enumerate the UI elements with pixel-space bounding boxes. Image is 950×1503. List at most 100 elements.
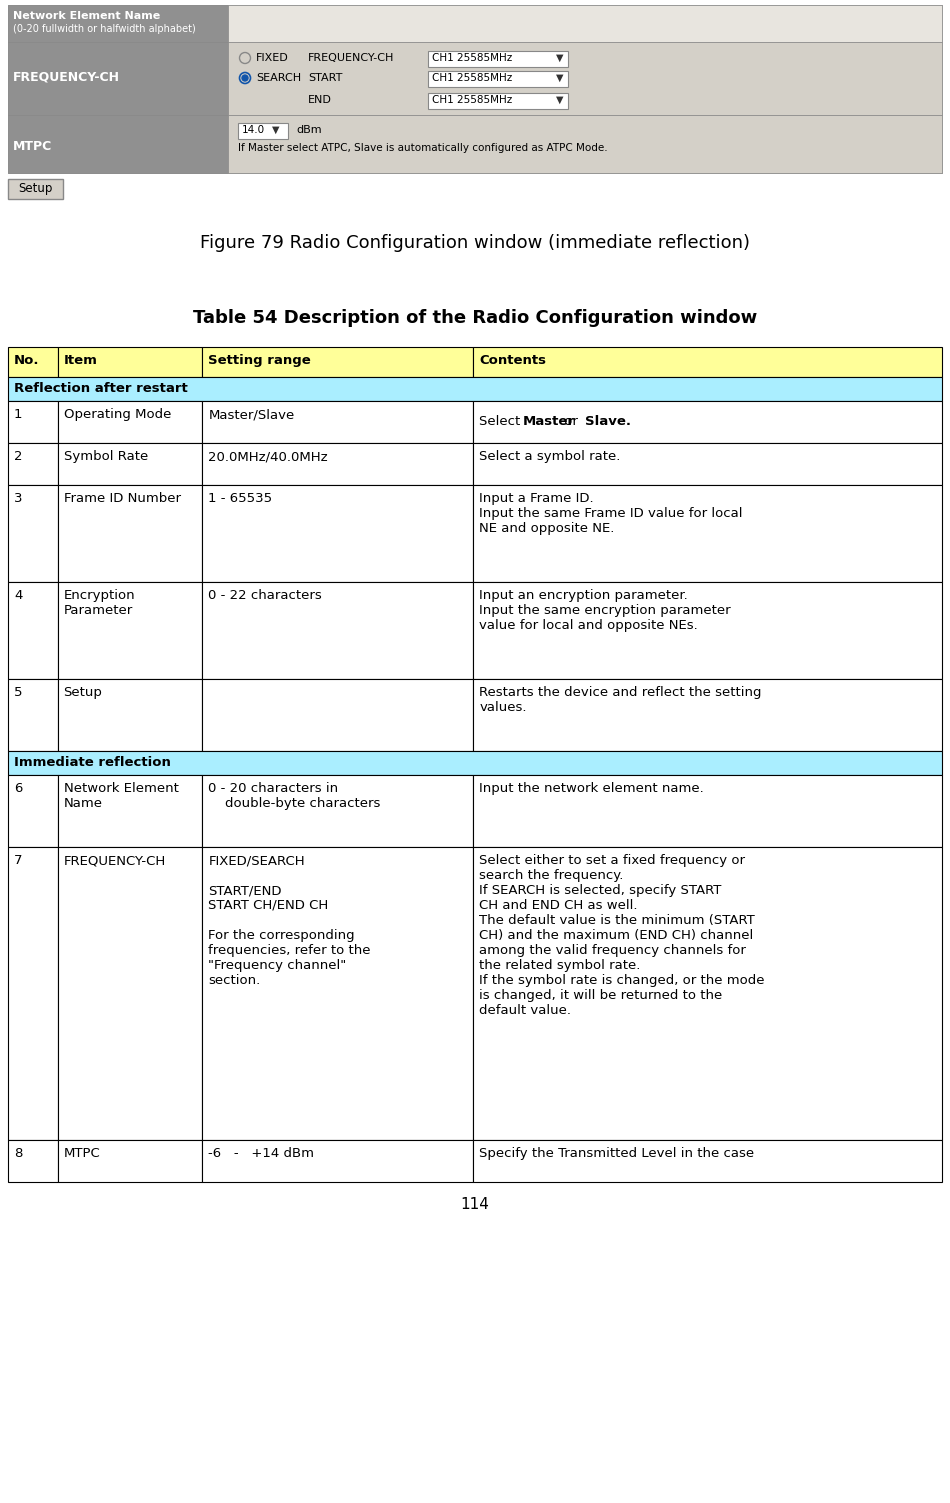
Bar [58, 848, 202, 1139]
Text: Encryption
Parameter: Encryption Parameter [64, 589, 135, 618]
Text: 6: 6 [14, 782, 23, 795]
Bar [202, 848, 473, 1139]
Bar [8, 347, 58, 377]
Text: Slave.: Slave. [584, 415, 631, 428]
Text: 0 - 22 characters: 0 - 22 characters [208, 589, 322, 603]
Bar [428, 93, 568, 110]
Text: Setup: Setup [18, 182, 52, 195]
Bar [428, 51, 568, 68]
Text: Master: Master [522, 415, 575, 428]
Bar [228, 5, 942, 42]
Text: or: or [560, 415, 581, 428]
Bar [473, 485, 942, 582]
Text: START: START [308, 74, 342, 83]
Text: Network Element
Name: Network Element Name [64, 782, 179, 810]
Text: Symbol Rate: Symbol Rate [64, 449, 148, 463]
Text: 5: 5 [14, 685, 23, 699]
Bar [202, 485, 473, 582]
Bar [473, 347, 942, 377]
Bar [8, 582, 58, 679]
Text: ▼: ▼ [556, 53, 563, 63]
Bar [473, 443, 942, 485]
Bar [202, 679, 473, 752]
Bar [8, 116, 228, 173]
Text: 0 - 20 characters in
    double-byte characters: 0 - 20 characters in double-byte charact… [208, 782, 381, 810]
Bar [202, 776, 473, 848]
Bar [473, 1139, 942, 1181]
Bar [58, 582, 202, 679]
Text: CH1 25585MHz: CH1 25585MHz [432, 53, 512, 63]
Bar [8, 42, 228, 116]
Text: 20.0MHz/40.0MHz: 20.0MHz/40.0MHz [208, 449, 328, 463]
Bar [8, 179, 63, 198]
Text: Figure 79 Radio Configuration window (immediate reflection): Figure 79 Radio Configuration window (im… [200, 234, 750, 253]
Text: 8: 8 [14, 1147, 23, 1160]
Bar [58, 443, 202, 485]
Bar [8, 776, 58, 848]
Text: Master/Slave: Master/Slave [208, 407, 294, 421]
Text: SEARCH: SEARCH [256, 74, 301, 83]
Text: END: END [308, 95, 332, 105]
Text: Select a symbol rate.: Select a symbol rate. [479, 449, 620, 463]
Bar [8, 5, 942, 173]
Text: 3: 3 [14, 491, 23, 505]
Text: Reflection after restart: Reflection after restart [14, 382, 188, 395]
Text: 114: 114 [461, 1196, 489, 1211]
Text: Setting range: Setting range [208, 355, 311, 367]
Text: Contents: Contents [479, 355, 546, 367]
Bar [8, 401, 58, 443]
Bar [473, 776, 942, 848]
Bar [473, 679, 942, 752]
Text: 14.0: 14.0 [242, 125, 265, 135]
Bar [473, 401, 942, 443]
Text: MTPC: MTPC [64, 1147, 101, 1160]
Text: Specify the Transmitted Level in the case: Specify the Transmitted Level in the cas… [479, 1147, 754, 1160]
Text: dBm: dBm [296, 125, 322, 135]
Text: Select either to set a fixed frequency or
search the frequency.
If SEARCH is sel: Select either to set a fixed frequency o… [479, 854, 765, 1018]
Text: FIXED: FIXED [256, 53, 289, 63]
Bar [8, 377, 942, 401]
Bar [58, 776, 202, 848]
Bar [228, 42, 942, 116]
Circle shape [242, 75, 248, 81]
Bar [8, 848, 58, 1139]
Text: 1: 1 [14, 407, 23, 421]
Text: (0-20 fullwidth or halfwidth alphabet): (0-20 fullwidth or halfwidth alphabet) [13, 24, 196, 35]
Text: Item: Item [64, 355, 98, 367]
Bar [202, 1139, 473, 1181]
Text: If Master select ATPC, Slave is automatically configured as ATPC Mode.: If Master select ATPC, Slave is automati… [238, 143, 608, 153]
Bar [8, 679, 58, 752]
Text: 2: 2 [14, 449, 23, 463]
Text: Input the network element name.: Input the network element name. [479, 782, 704, 795]
Text: Setup: Setup [64, 685, 103, 699]
Bar [238, 123, 288, 138]
Bar [58, 679, 202, 752]
Text: FREQUENCY-CH: FREQUENCY-CH [64, 854, 165, 867]
Text: 7: 7 [14, 854, 23, 867]
Text: -6   -   +14 dBm: -6 - +14 dBm [208, 1147, 314, 1160]
Text: FREQUENCY-CH: FREQUENCY-CH [308, 53, 394, 63]
Bar [8, 5, 228, 42]
Text: Input an encryption parameter.
Input the same encryption parameter
value for loc: Input an encryption parameter. Input the… [479, 589, 731, 631]
Bar [202, 582, 473, 679]
Bar [202, 401, 473, 443]
Bar [58, 347, 202, 377]
Text: Select: Select [479, 415, 524, 428]
Text: Operating Mode: Operating Mode [64, 407, 171, 421]
Bar [8, 752, 942, 776]
Text: FIXED/SEARCH

START/END
START CH/END CH

For the corresponding
frequencies, refe: FIXED/SEARCH START/END START CH/END CH F… [208, 854, 370, 987]
Bar [473, 848, 942, 1139]
Text: Network Element Name: Network Element Name [13, 11, 161, 21]
Text: Input a Frame ID.
Input the same Frame ID value for local
NE and opposite NE.: Input a Frame ID. Input the same Frame I… [479, 491, 743, 535]
Bar [202, 347, 473, 377]
Text: ▼: ▼ [556, 74, 563, 83]
Bar [428, 71, 568, 87]
Text: CH1 25585MHz: CH1 25585MHz [432, 74, 512, 83]
Text: FREQUENCY-CH: FREQUENCY-CH [13, 71, 120, 84]
Text: 4: 4 [14, 589, 23, 603]
Text: No.: No. [14, 355, 40, 367]
Text: ▼: ▼ [272, 125, 279, 135]
Bar [8, 485, 58, 582]
Bar [58, 401, 202, 443]
Text: Frame ID Number: Frame ID Number [64, 491, 180, 505]
